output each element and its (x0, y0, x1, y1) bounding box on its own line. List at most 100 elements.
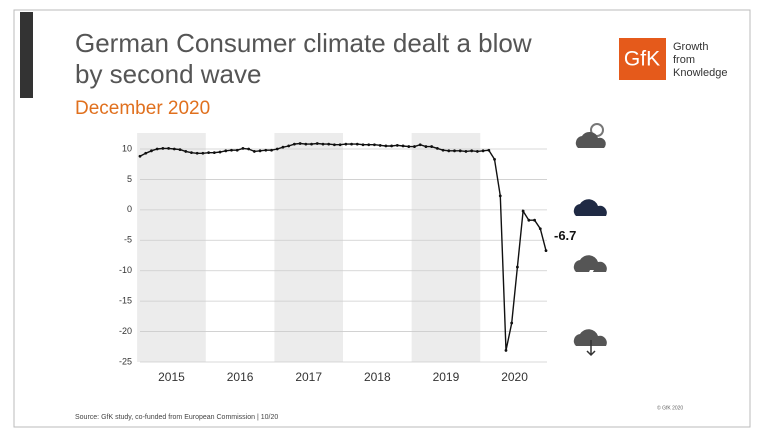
data-point (275, 147, 279, 151)
y-tick-label: 5 (127, 174, 132, 184)
data-point (418, 143, 422, 147)
data-point (201, 151, 205, 155)
data-point (333, 143, 336, 147)
data-point (230, 148, 233, 152)
data-point (172, 147, 176, 151)
data-point (350, 142, 353, 146)
data-point (475, 150, 479, 153)
data-point (235, 148, 239, 152)
year-band (274, 133, 343, 362)
data-point (338, 143, 342, 147)
y-tick-label: -10 (119, 265, 132, 275)
icon-sun-cloud (575, 123, 606, 148)
logo-tagline: Knowledge (673, 67, 727, 79)
y-tick-label: -5 (124, 235, 132, 245)
data-point (321, 142, 325, 146)
data-point (498, 194, 502, 198)
data-point (138, 154, 142, 158)
data-point (258, 149, 262, 153)
data-point (252, 150, 256, 153)
y-tick-label: -25 (119, 356, 132, 366)
icon-rain-cloud (573, 255, 607, 285)
data-point (264, 148, 268, 152)
data-point (315, 142, 319, 145)
data-point (487, 148, 491, 152)
data-point (281, 145, 285, 149)
data-point (378, 143, 382, 147)
data-point (344, 142, 348, 146)
title: German Consumer climate dealt a blow by … (75, 28, 532, 89)
data-point (292, 142, 296, 146)
y-tick-label: -15 (119, 296, 132, 306)
data-point (390, 144, 394, 148)
data-point (195, 151, 199, 155)
data-point (367, 143, 371, 147)
data-point (516, 265, 519, 269)
data-point (521, 209, 525, 213)
icon-storm-cloud (573, 329, 607, 357)
data-point (212, 151, 216, 155)
data-point (544, 249, 548, 253)
data-point (373, 143, 376, 147)
data-point (453, 149, 456, 153)
data-point (504, 349, 508, 352)
data-point (441, 148, 445, 152)
data-point (287, 144, 291, 148)
y-tick-label: 0 (127, 204, 132, 214)
frame (13, 9, 751, 428)
logo-tagline: from (673, 54, 695, 66)
data-point (510, 321, 514, 325)
copyright: © GfK 2020 (657, 404, 683, 411)
data-point (435, 146, 439, 150)
data-point (178, 148, 182, 152)
bands (137, 133, 481, 362)
data-point (413, 145, 416, 148)
data-point (207, 151, 211, 155)
data-point (464, 150, 468, 153)
data-point (184, 150, 188, 153)
year-band (137, 133, 206, 362)
data-point (430, 145, 434, 148)
data-point (144, 151, 148, 155)
data-point (304, 142, 308, 146)
data-point (327, 142, 331, 146)
data-point (355, 142, 359, 146)
data-point (241, 146, 245, 150)
x-tick-label: 2017 (295, 370, 322, 384)
data-point (224, 149, 228, 153)
data-point (161, 146, 165, 150)
x-tick-label: 2019 (433, 370, 460, 384)
data-point (167, 146, 170, 150)
data-point (218, 150, 222, 154)
data-point (310, 142, 313, 146)
data-point (470, 149, 474, 153)
data-point (493, 157, 496, 161)
logo-box (619, 38, 666, 80)
data-point (384, 144, 388, 148)
year-band (411, 133, 481, 362)
annotation: -6.7 (554, 228, 576, 243)
icon-dark-cloud (573, 199, 607, 216)
x-tick-label: 2015 (158, 370, 185, 384)
data-point (533, 218, 536, 222)
data-point (155, 147, 159, 151)
logo-tagline: Growth (673, 41, 708, 53)
data-point (298, 142, 302, 145)
x-tick-label: 2020 (501, 370, 528, 384)
y-tick-label: -20 (119, 326, 132, 336)
subtitle: December 2020 (75, 98, 211, 119)
data-point (424, 145, 428, 148)
data-point (447, 149, 451, 153)
data-point (270, 148, 273, 152)
logo-mark: GfK (624, 48, 660, 71)
data-point (395, 143, 399, 147)
data-point (401, 144, 405, 148)
x-tick-label: 2016 (227, 370, 254, 384)
data-point (527, 218, 531, 222)
data-point (190, 151, 193, 155)
data-point (407, 145, 411, 148)
source: Source: GfK study, co-funded from Europe… (75, 414, 278, 421)
data-point (150, 149, 153, 153)
